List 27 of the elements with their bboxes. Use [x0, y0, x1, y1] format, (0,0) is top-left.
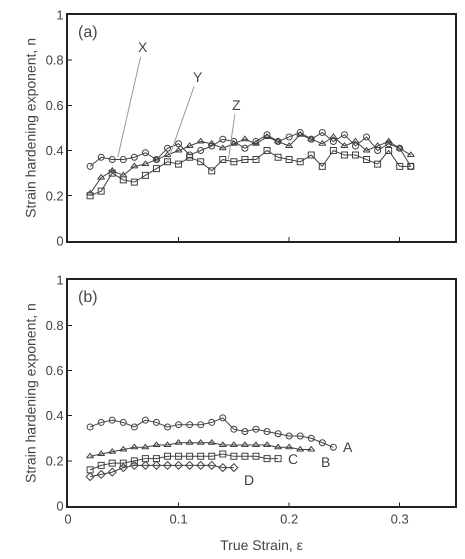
annotation: X: [138, 39, 148, 55]
series-label: B: [321, 454, 330, 470]
series-label: A: [343, 439, 353, 455]
y-tick-label: 0.6: [46, 363, 64, 378]
x-tick-label: 0.1: [170, 511, 188, 526]
y-tick-label: 0.4: [46, 408, 64, 424]
x-tick-label: 0.3: [390, 511, 409, 526]
y-tick-label: 0: [56, 233, 64, 248]
text: (a): [78, 24, 98, 41]
x-axis-title: True Strain, ε: [220, 537, 303, 554]
series-label: D: [244, 472, 254, 488]
y-tick-label: 0.2: [46, 453, 64, 468]
y-tick-label: 1: [56, 8, 64, 23]
y-axis-title: Strain hardening exponent, n: [22, 38, 39, 218]
y-tick-label: 0.4: [46, 143, 64, 158]
annotation: Z: [232, 97, 241, 113]
y-tick-label: 0.8: [46, 318, 64, 333]
y-tick-label: 0.8: [46, 52, 64, 68]
y-tick-label: 0.2: [46, 188, 64, 204]
annotation: Y: [193, 69, 203, 85]
y-tick-label: 1: [56, 272, 64, 288]
x-tick-label: 0.2: [280, 511, 298, 526]
y-tick-label: 0.6: [46, 98, 64, 113]
series-label: C: [288, 451, 298, 467]
text: (b): [78, 289, 98, 306]
y-axis-title: Strain hardening exponent, n: [22, 303, 39, 483]
y-tick-label: 0: [56, 498, 64, 514]
